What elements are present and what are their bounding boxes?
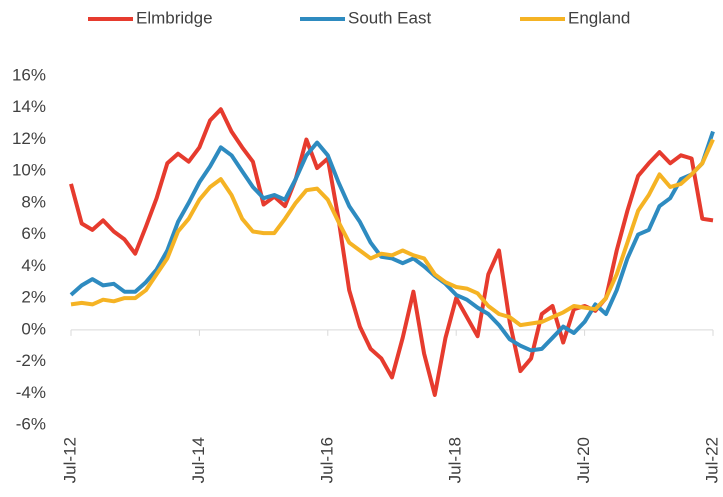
y-tick-label: 0%	[21, 319, 46, 338]
y-tick-label: -4%	[16, 383, 46, 402]
y-tick-label: 16%	[12, 65, 46, 84]
y-tick-label: 6%	[21, 224, 46, 243]
y-tick-label: -6%	[16, 414, 46, 433]
x-tick-label: Jul-18	[446, 437, 465, 483]
y-tick-label: 10%	[12, 161, 46, 180]
x-tick-label: Jul-12	[60, 437, 79, 483]
x-tick-label: Jul-20	[574, 437, 593, 483]
y-tick-label: 8%	[21, 192, 46, 211]
legend-label: England	[568, 8, 630, 27]
legend-label: South East	[348, 8, 431, 27]
series-line	[69, 130, 715, 353]
y-tick-label: -2%	[16, 351, 46, 370]
x-tick-label: Jul-16	[317, 437, 336, 483]
x-tick-label: Jul-22	[702, 437, 721, 483]
y-tick-label: 12%	[12, 129, 46, 148]
y-tick-label: 2%	[21, 288, 46, 307]
legend-label: Elmbridge	[136, 8, 213, 27]
series-line	[70, 138, 715, 328]
y-tick-label: 14%	[12, 97, 46, 116]
x-tick-label: Jul-14	[189, 437, 208, 483]
y-tick-label: 4%	[21, 256, 46, 275]
